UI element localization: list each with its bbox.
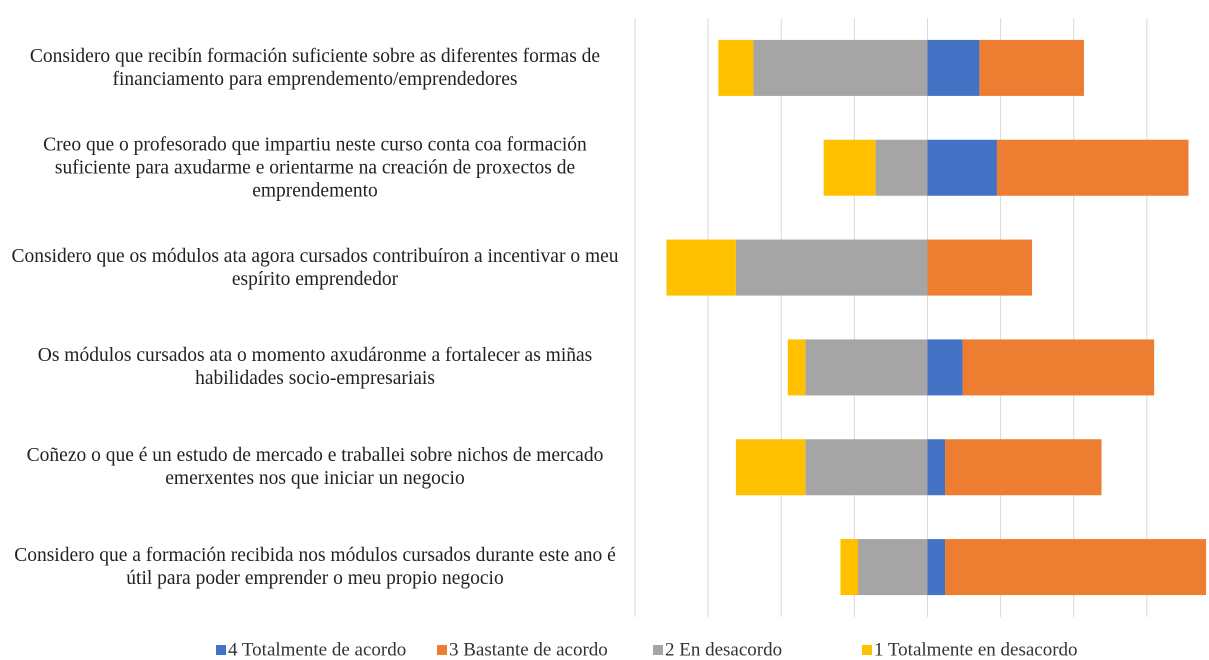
bar-segment bbox=[823, 139, 876, 196]
legend-swatch bbox=[216, 645, 226, 655]
bar-segment bbox=[858, 539, 928, 596]
bar-segment bbox=[840, 539, 859, 596]
legend-label: 2 En desacordo bbox=[665, 639, 782, 660]
bar-segment bbox=[735, 439, 806, 496]
legend-label: 1 Totalmente en desacordo bbox=[874, 639, 1078, 660]
bar-segment bbox=[927, 139, 997, 196]
bar-segment bbox=[979, 39, 1084, 96]
legend-label: 3 Bastante de acordo bbox=[449, 639, 608, 660]
bar-segment bbox=[927, 239, 1033, 296]
bar-segment bbox=[875, 139, 928, 196]
bar-segment bbox=[735, 239, 928, 296]
legend-swatch bbox=[437, 645, 447, 655]
bar-segment bbox=[927, 439, 946, 496]
bar-segment bbox=[753, 39, 928, 96]
bar-segment bbox=[666, 239, 736, 296]
bar-segment bbox=[927, 339, 963, 396]
bar-segment bbox=[718, 39, 754, 96]
category-label: Considero que os módulos ata agora cursa… bbox=[11, 245, 619, 290]
bar-segment bbox=[805, 339, 928, 396]
bar-segment bbox=[945, 439, 1102, 496]
legend-swatch bbox=[862, 645, 872, 655]
bar-segment bbox=[962, 339, 1155, 396]
bar-segment bbox=[996, 139, 1189, 196]
category-label: Considero que a formación recibida nos m… bbox=[14, 545, 616, 590]
category-label: Coñezo o que é un estudo de mercado e tr… bbox=[26, 445, 604, 490]
bar-segment bbox=[927, 539, 946, 596]
bar-segment bbox=[805, 439, 928, 496]
category-label: Considero que recibín formación suficien… bbox=[29, 45, 601, 90]
bar-segment bbox=[945, 539, 1207, 596]
category-label: Os módulos cursados ata o momento axudár… bbox=[37, 345, 593, 390]
category-label: Creo que o profesorado que impartiu nest… bbox=[43, 134, 587, 202]
bar-segment bbox=[927, 39, 980, 96]
legend-label: 4 Totalmente de acordo bbox=[228, 639, 406, 660]
legend-swatch bbox=[653, 645, 663, 655]
bar-segment bbox=[787, 339, 806, 396]
